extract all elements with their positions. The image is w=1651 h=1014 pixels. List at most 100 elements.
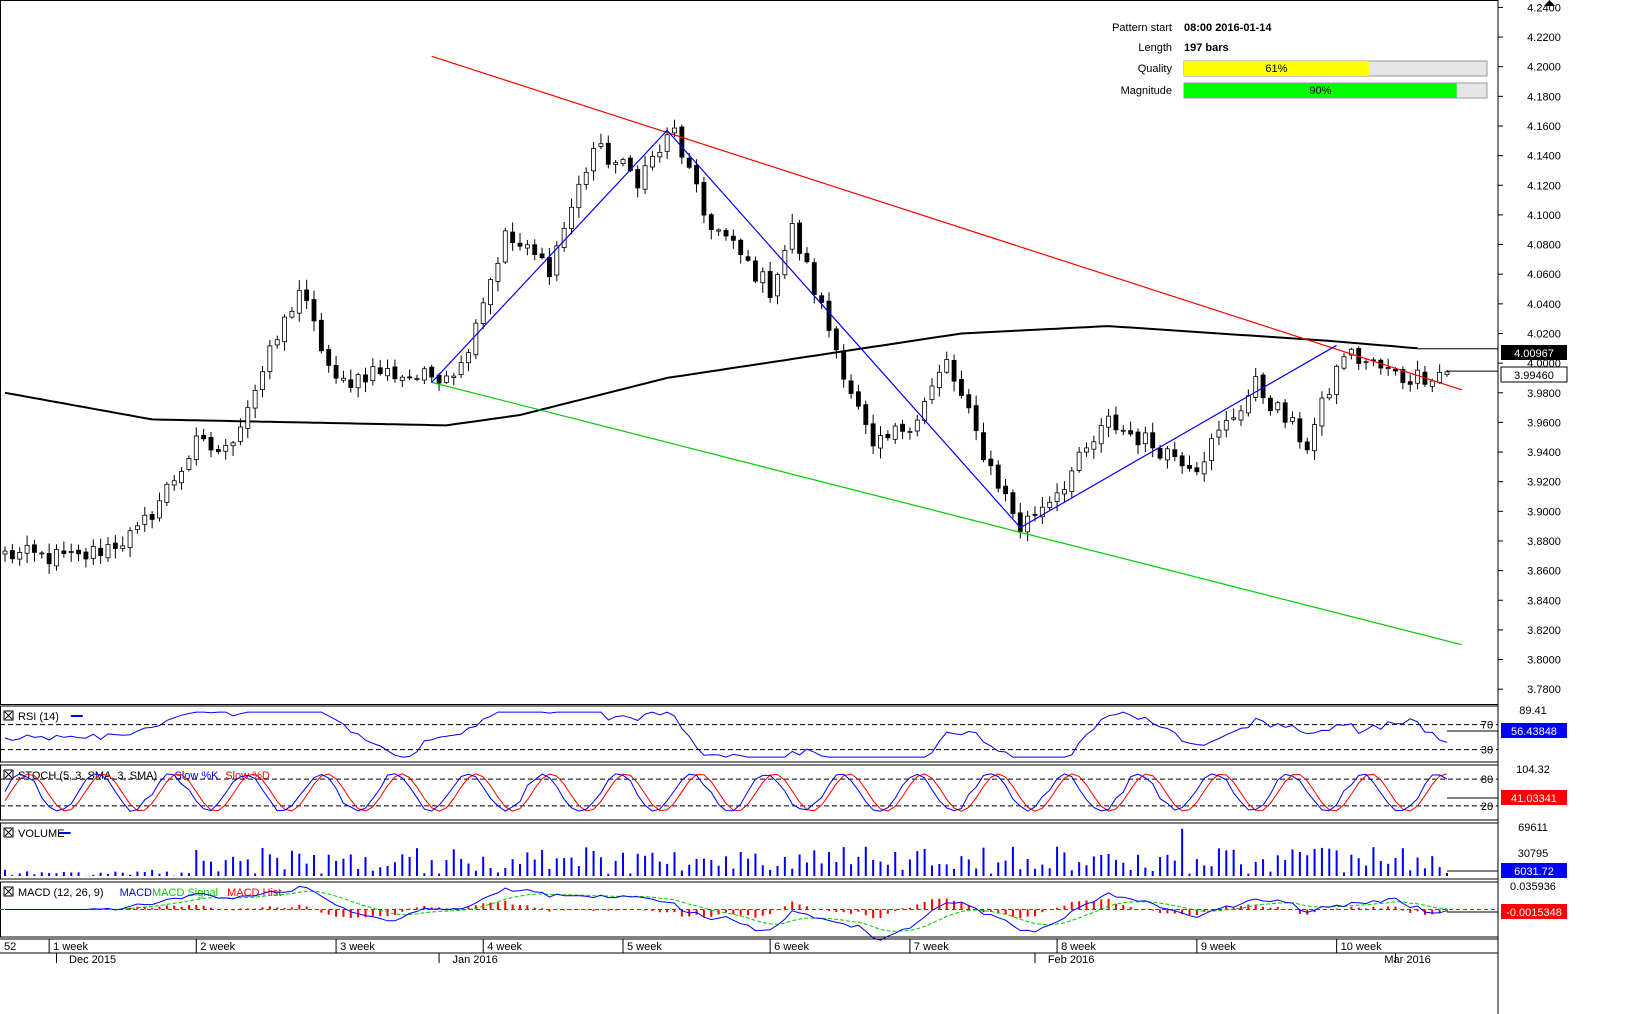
candle [1047,496,1053,511]
candle-body [1223,420,1229,431]
candle-body [399,376,405,381]
candle [392,359,398,383]
candle [444,370,449,384]
candle [502,227,508,265]
candle-body [429,366,435,378]
close-x-icon [4,711,13,720]
candle-body [61,550,67,554]
candle-body [1245,395,1251,414]
candle [333,355,339,384]
pattern-info-label: Magnitude [1121,85,1172,97]
candle [267,339,273,380]
candle-body [753,260,758,282]
candle [1282,399,1288,429]
candle [76,544,81,562]
candle-body [39,552,45,555]
price-tick-label: 3.9600 [1527,417,1561,429]
candle-body [797,222,802,254]
candle-body [1062,489,1067,495]
candle [657,144,663,163]
candle [296,280,302,322]
indicator-panel-rsi: RSI (14) 70 30 89.41 56.43848 [0,705,1567,763]
price-tick-label: 4.2200 [1527,32,1561,44]
candle-body [76,549,81,555]
indicator-value-box [1501,863,1567,878]
week-label: 2 week [200,941,235,953]
indicator-panel-border [0,764,1499,821]
candle [164,482,170,507]
candle-body [811,262,817,295]
candle [547,248,552,285]
candle [1069,467,1075,499]
candle [1201,451,1207,482]
candle-body [1341,356,1347,369]
candle-body [1172,449,1178,457]
candle-body [745,256,751,261]
candle-body [914,419,920,432]
candle [46,543,52,574]
candle [870,414,876,455]
candle [701,176,707,224]
candle [414,374,420,382]
candle-body [635,169,641,189]
candle-body [966,394,972,409]
candle-body [694,164,699,185]
indicator-top-label: 104.32 [1516,764,1550,776]
pattern-bar-fill [1184,83,1457,98]
candle-body [789,223,795,250]
candle-body [186,458,192,471]
candle-body [385,368,390,377]
macd-signal-line [5,890,1448,932]
price-tick-label: 4.1400 [1527,151,1561,163]
candle-body [576,183,582,209]
candle [451,372,457,386]
candle-body [856,391,861,407]
candle-body [370,366,376,382]
candle-body [944,359,950,373]
candle [274,335,280,349]
candle-body [826,300,832,331]
price-tick-label: 3.8000 [1527,655,1561,667]
candle-body [988,458,994,467]
candle-body [1157,448,1163,459]
candle-body [532,244,538,255]
candle-body [157,500,162,519]
candle [480,297,486,329]
candle [613,159,619,174]
candle [260,365,265,398]
candle [576,175,582,218]
indicator-value-label: 56.43848 [1511,726,1557,738]
candle-body [642,165,648,190]
price-tick-label: 3.8600 [1527,566,1561,578]
candle-body [414,378,420,380]
candle [83,547,89,568]
candle [1179,451,1185,474]
candle-body [488,279,493,306]
candle-body [1290,417,1295,422]
week-label: 6 week [774,941,809,953]
candle [341,370,346,383]
resistance-line [431,55,1462,391]
candle [524,240,530,256]
candle [282,314,287,351]
candle [1341,352,1347,371]
candle [863,400,869,435]
candle-body [480,302,486,325]
candle [355,372,361,398]
candle [510,222,516,251]
candle-body [1348,348,1354,356]
candle-body [355,374,361,389]
candle [201,428,207,442]
candle-body [583,171,589,185]
candle [1407,374,1413,392]
indicator-title: VOLUME [18,828,64,840]
candle [458,355,464,379]
candle [326,344,332,373]
candle [848,374,854,399]
candle [797,219,802,261]
indicator-value-label: 6031.72 [1514,866,1554,878]
indicator-mid-label: 30795 [1518,848,1549,860]
candle-body [959,378,964,396]
week-label: 52 [4,941,16,953]
candle-body [407,376,413,379]
